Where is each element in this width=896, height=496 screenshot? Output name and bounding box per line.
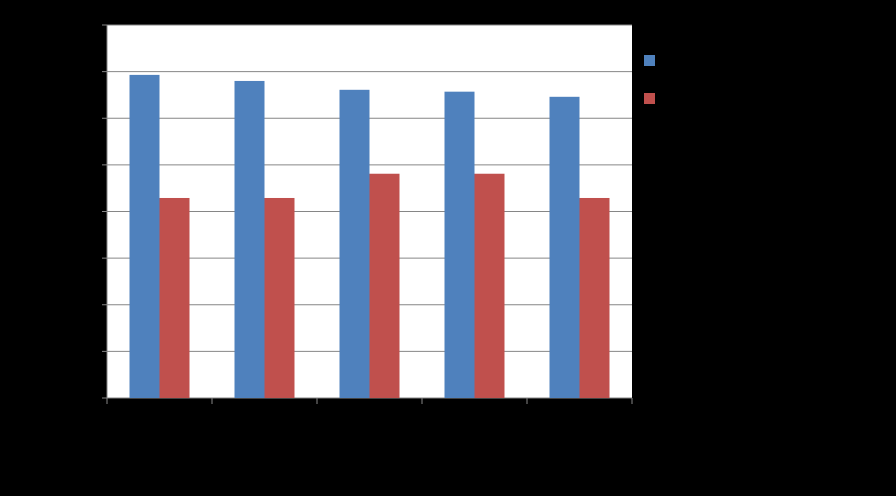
- bar: [369, 173, 400, 398]
- legend-swatch: [644, 55, 655, 66]
- bar: [234, 80, 265, 398]
- legend-swatch: [644, 93, 655, 104]
- bar: [549, 96, 580, 399]
- bar: [474, 173, 505, 398]
- bar: [264, 197, 295, 398]
- bar: [444, 91, 475, 398]
- bar: [579, 197, 610, 398]
- bar: [339, 89, 370, 398]
- bar: [129, 74, 160, 399]
- bar: [159, 197, 190, 398]
